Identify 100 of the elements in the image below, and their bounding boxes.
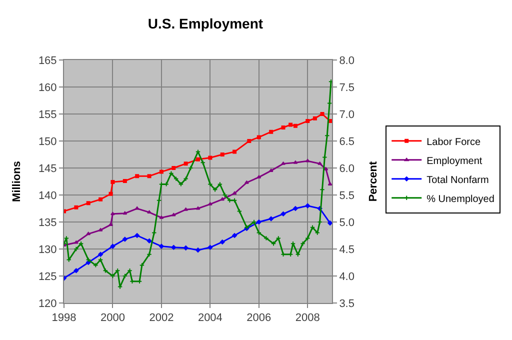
y-tick-label: 160 bbox=[38, 82, 57, 94]
point bbox=[256, 220, 262, 224]
point bbox=[288, 122, 293, 127]
point bbox=[196, 248, 200, 253]
point bbox=[305, 203, 310, 208]
point bbox=[134, 233, 140, 238]
point bbox=[98, 252, 103, 257]
point bbox=[183, 245, 188, 250]
point bbox=[281, 162, 286, 165]
point bbox=[147, 174, 152, 178]
y-tick-label: 155 bbox=[38, 108, 57, 121]
y-tick-label: 120 bbox=[38, 298, 57, 310]
point bbox=[281, 126, 286, 130]
legend-label: % Unemployed bbox=[426, 194, 494, 205]
point bbox=[306, 119, 310, 124]
point bbox=[159, 216, 164, 219]
point bbox=[122, 178, 127, 183]
point bbox=[98, 197, 103, 202]
point bbox=[74, 240, 78, 244]
point bbox=[293, 160, 298, 164]
point bbox=[134, 206, 140, 210]
x-tick-label: 1998 bbox=[52, 312, 76, 324]
point bbox=[93, 262, 98, 268]
y2-tick-label: 6.0 bbox=[339, 162, 354, 175]
point bbox=[159, 244, 164, 249]
point bbox=[293, 206, 298, 211]
chart-title: U.S. Employment bbox=[148, 16, 264, 32]
point bbox=[147, 210, 152, 214]
x-tick-label: 2000 bbox=[100, 312, 125, 324]
point bbox=[171, 244, 176, 250]
y2-tick-label: 4.5 bbox=[339, 244, 354, 256]
point bbox=[74, 268, 79, 274]
legend-label: Total Nonfarm bbox=[426, 174, 489, 186]
y-tick-label: 145 bbox=[38, 162, 57, 175]
point bbox=[208, 156, 212, 160]
point bbox=[280, 211, 286, 216]
x-tick-label: 2006 bbox=[246, 312, 272, 324]
point bbox=[86, 201, 90, 206]
y2-tick-label: 5.5 bbox=[339, 190, 354, 202]
y2-tick-label: 4.0 bbox=[339, 270, 354, 283]
point bbox=[183, 176, 188, 182]
legend-label: Employment bbox=[426, 156, 482, 167]
point bbox=[220, 197, 225, 201]
point bbox=[293, 124, 298, 128]
point bbox=[268, 168, 274, 172]
y2-tick-label: 7.5 bbox=[339, 82, 354, 94]
point bbox=[322, 154, 328, 160]
legend-label: Labor Force bbox=[426, 136, 481, 148]
point bbox=[244, 180, 249, 184]
y2-tick-label: 8.0 bbox=[339, 54, 354, 67]
point bbox=[256, 135, 261, 140]
point bbox=[232, 233, 237, 238]
point bbox=[328, 220, 332, 226]
point bbox=[220, 152, 224, 156]
point bbox=[320, 112, 324, 116]
point bbox=[172, 166, 176, 170]
y-tick-label: 140 bbox=[38, 190, 57, 202]
y2-tick-label: 7.0 bbox=[339, 108, 354, 121]
point bbox=[232, 191, 237, 195]
point bbox=[196, 157, 200, 162]
point bbox=[208, 182, 213, 187]
point bbox=[269, 130, 274, 134]
y-tick-label: 135 bbox=[38, 216, 57, 229]
y-tick-label: 125 bbox=[38, 270, 57, 283]
point bbox=[208, 202, 212, 206]
x-tick-label: 2008 bbox=[295, 312, 320, 324]
point bbox=[318, 162, 322, 165]
point bbox=[108, 192, 113, 196]
x-tick-label: 2004 bbox=[198, 312, 222, 324]
point bbox=[264, 236, 269, 241]
point bbox=[122, 236, 128, 242]
point bbox=[86, 232, 91, 236]
y-tick-label: 130 bbox=[38, 244, 57, 256]
point bbox=[268, 216, 274, 222]
point bbox=[171, 212, 176, 216]
point bbox=[98, 228, 103, 232]
point bbox=[122, 211, 128, 215]
point bbox=[324, 167, 328, 170]
point bbox=[256, 175, 262, 178]
y-tick-label: 150 bbox=[38, 136, 57, 148]
y2-tick-label: 3.5 bbox=[339, 298, 354, 310]
point bbox=[110, 244, 116, 249]
point bbox=[208, 244, 213, 250]
point bbox=[74, 205, 78, 210]
point bbox=[110, 212, 115, 216]
point bbox=[232, 150, 237, 154]
point bbox=[220, 240, 225, 244]
point bbox=[152, 230, 157, 236]
point bbox=[110, 180, 115, 184]
point bbox=[108, 222, 114, 226]
point bbox=[305, 158, 310, 162]
point bbox=[159, 170, 164, 174]
point bbox=[146, 238, 152, 244]
point bbox=[312, 116, 317, 120]
y-tick-label: 165 bbox=[38, 54, 57, 67]
y2-tick-label: 5.0 bbox=[339, 216, 354, 229]
point bbox=[247, 139, 252, 143]
y2-tick-label: 6.5 bbox=[339, 136, 354, 148]
point bbox=[196, 206, 200, 210]
x-tick-label: 2002 bbox=[149, 312, 174, 324]
